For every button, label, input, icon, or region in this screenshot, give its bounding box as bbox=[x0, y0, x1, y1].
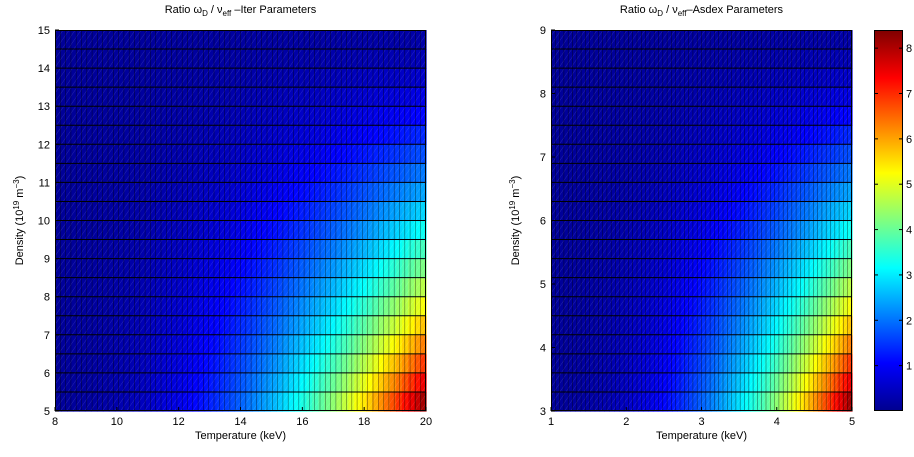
colorbar-ticks: 1 2 3 4 5 6 7 8 bbox=[874, 43, 912, 373]
colorbar-tick-label: 8 bbox=[906, 43, 912, 55]
x-tick-label: 10 bbox=[111, 416, 123, 428]
y-tick-label: 8 bbox=[540, 89, 546, 101]
left-y-ticks: 5 6 7 8 9 10 11 12 13 14 15 bbox=[38, 25, 59, 418]
x-tick-label: 20 bbox=[420, 416, 432, 428]
x-tick-label: 5 bbox=[849, 416, 855, 428]
right-panel: 1 2 3 4 5 3 4 5 6 7 8 9 Ratio ωD / νeff–Asdex Para… bbox=[508, 4, 855, 442]
right-grid-lines bbox=[551, 30, 852, 411]
y-tick-label: 5 bbox=[540, 279, 546, 291]
x-tick-label: 12 bbox=[173, 416, 185, 428]
right-y-ticks: 3 4 5 6 7 8 9 bbox=[540, 25, 555, 418]
y-tick-label: 8 bbox=[44, 292, 50, 304]
x-tick-label: 16 bbox=[296, 416, 308, 428]
y-tick-label: 6 bbox=[44, 368, 50, 380]
x-tick-label: 1 bbox=[548, 416, 554, 428]
colorbar-tick-label: 7 bbox=[906, 89, 912, 101]
y-tick-label: 15 bbox=[38, 25, 50, 37]
colorbar-tick-label: 1 bbox=[906, 361, 912, 373]
right-x-axis-label: Temperature (keV) bbox=[656, 430, 747, 442]
y-tick-label: 4 bbox=[540, 343, 546, 355]
colorbar-tick-label: 5 bbox=[906, 179, 912, 191]
colorbar-tick-label: 4 bbox=[906, 225, 912, 237]
y-tick-label: 7 bbox=[540, 152, 546, 164]
y-tick-label: 9 bbox=[44, 254, 50, 266]
y-tick-label: 13 bbox=[38, 101, 50, 113]
right-x-ticks: 1 2 3 4 5 bbox=[548, 407, 855, 428]
left-y-axis-label: Density (1019 m−3) bbox=[12, 176, 26, 266]
y-tick-label: 5 bbox=[44, 406, 50, 418]
x-tick-label: 3 bbox=[698, 416, 704, 428]
colorbar-tick-label: 6 bbox=[906, 134, 912, 146]
y-tick-label: 9 bbox=[540, 25, 546, 37]
y-tick-label: 7 bbox=[44, 330, 50, 342]
left-panel: 8 10 12 14 16 18 20 5 6 7 8 9 10 11 12 13 14 15 Ratio ωD… bbox=[12, 4, 432, 442]
left-chart-title: Ratio ωD / νeff –Iter Parameters bbox=[165, 4, 317, 18]
y-tick-label: 14 bbox=[38, 63, 50, 75]
left-x-axis-label: Temperature (keV) bbox=[195, 430, 286, 442]
colorbar-gradient bbox=[874, 30, 903, 411]
left-grid-lines bbox=[55, 30, 426, 411]
x-tick-label: 8 bbox=[52, 416, 58, 428]
right-y-axis-label: Density (1019 m−3) bbox=[508, 176, 522, 266]
right-chart-title: Ratio ωD / νeff–Asdex Parameters bbox=[620, 4, 784, 18]
x-tick-label: 14 bbox=[234, 416, 246, 428]
x-tick-label: 18 bbox=[358, 416, 370, 428]
colorbar-tick-label: 2 bbox=[906, 315, 912, 327]
colorbar: 1 2 3 4 5 6 7 8 bbox=[874, 30, 912, 411]
x-tick-label: 4 bbox=[774, 416, 780, 428]
y-tick-label: 3 bbox=[540, 406, 546, 418]
y-tick-label: 12 bbox=[38, 139, 50, 151]
colorbar-tick-label: 3 bbox=[906, 270, 912, 282]
left-x-ticks: 8 10 12 14 16 18 20 bbox=[52, 407, 432, 428]
y-tick-label: 6 bbox=[540, 216, 546, 228]
y-tick-label: 10 bbox=[38, 216, 50, 228]
y-tick-label: 11 bbox=[39, 177, 50, 189]
x-tick-label: 2 bbox=[623, 416, 629, 428]
